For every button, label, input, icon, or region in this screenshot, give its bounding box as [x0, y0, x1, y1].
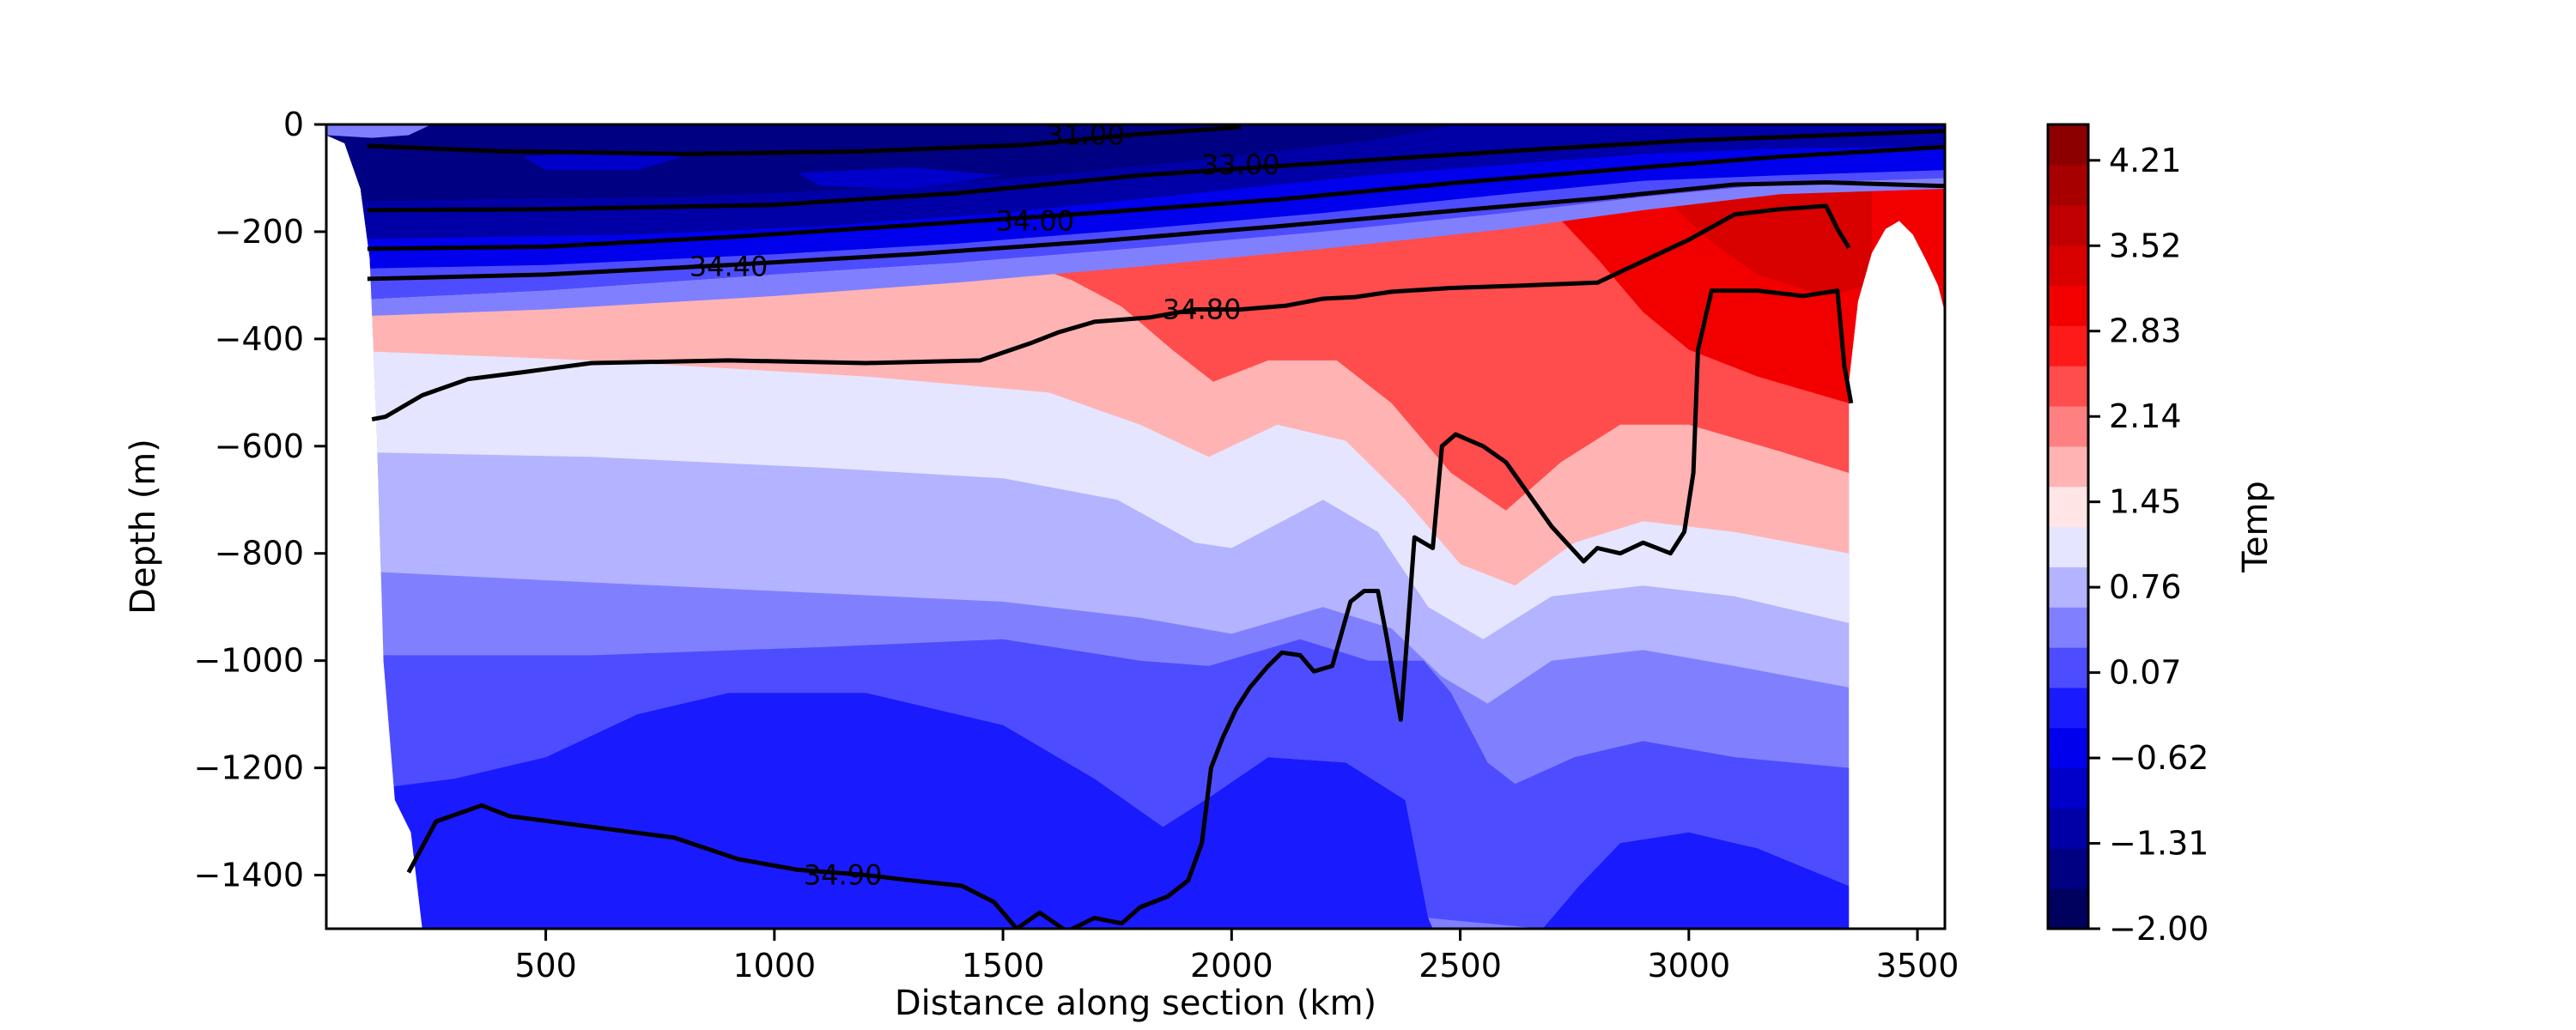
- colorbar-tick-label: −0.62: [2109, 739, 2208, 777]
- colorbar-label: Temp: [2236, 481, 2275, 573]
- colorbar-level: [2048, 445, 2088, 488]
- colorbar-tick-label: −2.00: [2109, 910, 2208, 948]
- x-tick-label: 2500: [1419, 947, 1502, 985]
- colorbar-level: [2048, 124, 2088, 166]
- colorbar: −2.00 −1.31 −0.62 0.07 0.76 1.45 2.14 2.83 3.52 4…: [2046, 123, 2208, 948]
- colorbar-level: [2048, 526, 2088, 567]
- salinity-contour-line: [367, 180, 1945, 282]
- y-axis: 0 −200 −400 −600 −800 −1000 −1200 −1400: [193, 106, 326, 894]
- colorbar-tick-label: 2.14: [2109, 397, 2182, 435]
- colorbar-level: [2048, 888, 2088, 930]
- colorbar-level: [2048, 607, 2088, 648]
- salinity-contour-line: [367, 129, 1945, 213]
- colorbar-tick-label: 1.45: [2109, 483, 2182, 521]
- y-tick-label: −1400: [193, 857, 304, 894]
- salinity-contour-line: [367, 124, 1242, 156]
- salinity-contour-line: [367, 144, 1945, 251]
- colorbar-tick-label: −1.31: [2109, 825, 2208, 863]
- salinity-contour-line: [371, 203, 1851, 422]
- y-tick-label: −1000: [193, 642, 304, 680]
- colorbar-level: [2048, 848, 2088, 889]
- y-tick-label: −800: [215, 535, 304, 573]
- colorbar-level: [2048, 566, 2088, 608]
- contour-label: 33.00: [1201, 148, 1280, 181]
- contour-label: 34.00: [996, 204, 1075, 237]
- x-axis-label: Distance along section (km): [895, 984, 1376, 1023]
- colorbar-level: [2048, 767, 2088, 809]
- x-tick-label: 3500: [1876, 947, 1959, 985]
- contour-label: 34.90: [804, 859, 883, 892]
- colorbar-level: [2048, 486, 2088, 528]
- colorbar-tick-label: 3.52: [2109, 227, 2182, 264]
- colorbar-level: [2048, 164, 2088, 206]
- colorbar-level: [2048, 727, 2088, 769]
- x-tick-label: 1500: [962, 947, 1045, 985]
- y-tick-label: −200: [215, 213, 304, 251]
- x-tick-label: 3000: [1647, 947, 1730, 985]
- colorbar-level: [2048, 808, 2088, 849]
- colorbar-level: [2048, 405, 2088, 447]
- colorbar-level: [2048, 325, 2088, 367]
- contour-label: 34.40: [690, 251, 769, 283]
- plot-frame: [325, 123, 1947, 930]
- y-tick-label: 0: [283, 106, 304, 143]
- contour-label: 34.80: [1163, 294, 1242, 326]
- x-tick-label: 500: [514, 947, 577, 985]
- colorbar-level: [2048, 245, 2088, 286]
- x-tick-label: 2000: [1190, 947, 1273, 985]
- colorbar-tick-label: 4.21: [2109, 142, 2182, 179]
- y-tick-label: −600: [215, 427, 304, 465]
- x-tick-label: 1000: [732, 947, 816, 985]
- colorbar-level: [2048, 204, 2088, 246]
- colorbar-tick-label: 2.83: [2109, 312, 2182, 350]
- salinity-contour-line: [406, 288, 1854, 929]
- colorbar-level: [2048, 647, 2088, 688]
- colorbar-level: [2048, 687, 2088, 729]
- colorbar-level: [2048, 285, 2088, 326]
- x-axis: 500 1000 1500 2000 2500 3000 3500: [514, 929, 1959, 985]
- y-tick-label: −1200: [193, 749, 304, 787]
- colorbar-tick-label: 0.76: [2109, 568, 2182, 606]
- colorbar-tick-label: 0.07: [2109, 654, 2182, 692]
- colorbar-frame: [2046, 123, 2090, 930]
- y-tick-label: −400: [215, 320, 304, 358]
- colorbar-level: [2048, 366, 2088, 407]
- y-axis-label: Depth (m): [124, 439, 163, 615]
